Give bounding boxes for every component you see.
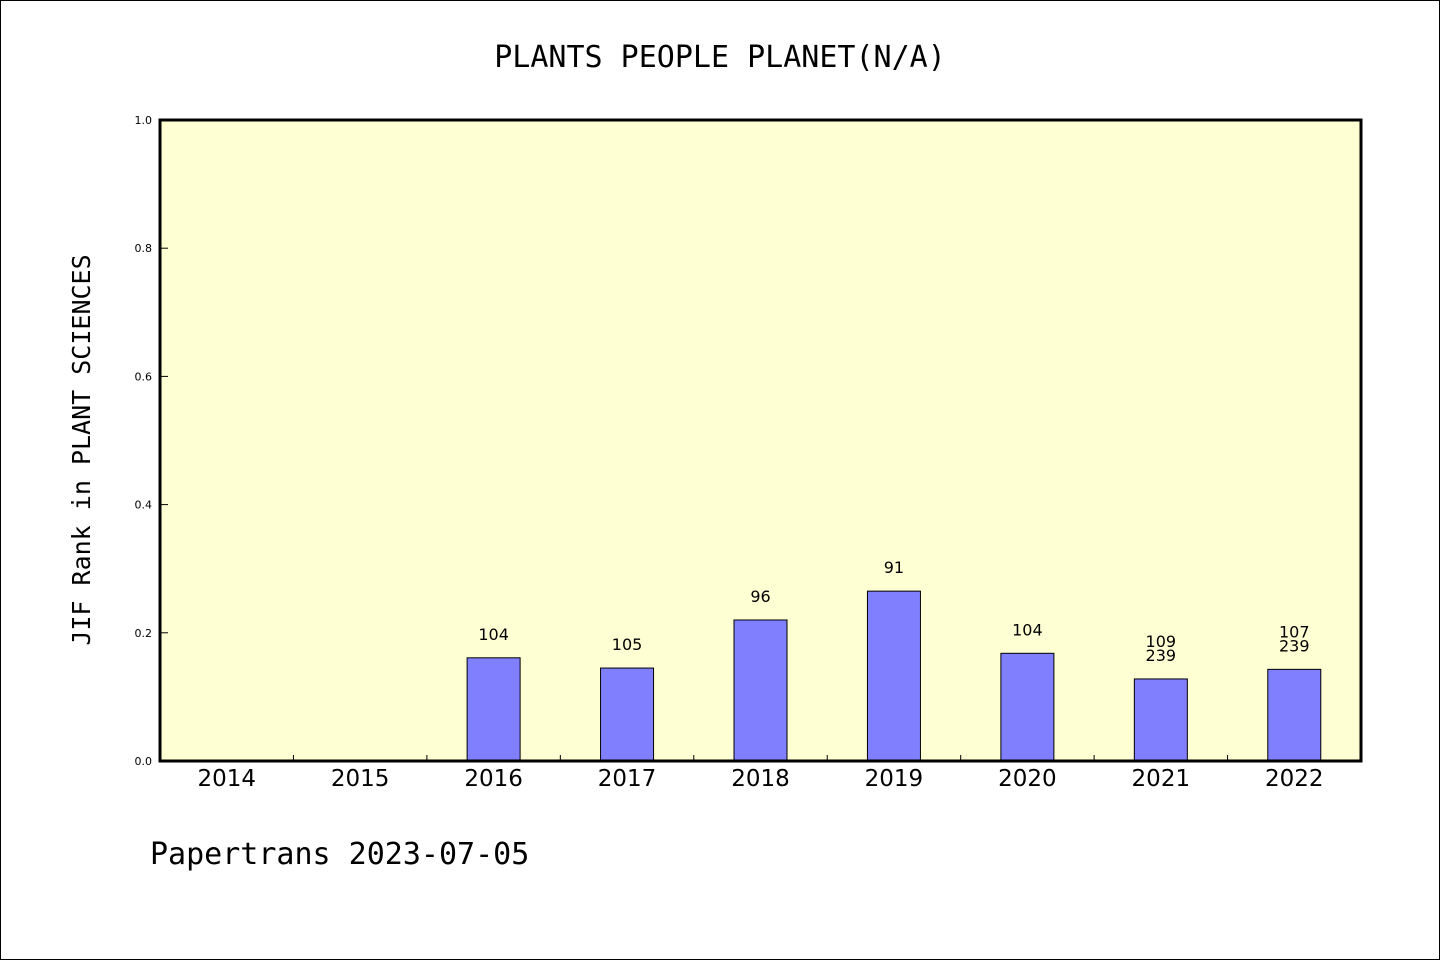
x-tick-label: 2015 [331, 766, 390, 792]
x-tick-label: 2014 [197, 766, 256, 792]
y-tick-label: 0.0 [135, 755, 153, 768]
x-tick-label: 2018 [731, 766, 790, 792]
y-tick-label: 0.8 [135, 242, 153, 255]
plot-border [158, 118, 1363, 763]
data-label: 91 [884, 558, 904, 577]
data-label: 109 [1146, 632, 1177, 651]
x-tick-label: 2021 [1132, 766, 1191, 792]
data-label: 104 [1012, 620, 1043, 639]
data-label: 96 [750, 587, 770, 606]
data-label: 105 [612, 635, 643, 654]
y-tick-label: 0.2 [135, 627, 153, 640]
data-label: 107 [1279, 622, 1310, 641]
x-tick-label: 2017 [598, 766, 657, 792]
y-tick-label: 0.4 [135, 499, 153, 512]
data-label: 239 [1279, 636, 1310, 655]
x-tick-label: 2016 [464, 766, 523, 792]
bar-2016 [466, 657, 521, 762]
y-axis-label: JIF Rank in PLANT SCIENCES [67, 254, 96, 645]
bar-2019 [866, 590, 921, 762]
x-tick-label: 2020 [998, 766, 1057, 792]
chart-title: PLANTS PEOPLE PLANET(N/A) [494, 40, 946, 75]
bar-2020 [1000, 652, 1055, 762]
bar-2018 [733, 619, 788, 762]
x-tick-label: 2022 [1265, 766, 1324, 792]
data-label: 239 [1146, 646, 1177, 665]
bar-2017 [600, 667, 655, 762]
footer-credit: Papertrans 2023-07-05 [150, 837, 529, 872]
bar-2021 [1133, 678, 1188, 762]
bar-2022 [1267, 668, 1322, 762]
x-tick-label: 2019 [865, 766, 924, 792]
y-tick-label: 0.6 [135, 370, 153, 383]
y-tick-label: 1.0 [135, 114, 153, 127]
data-label: 104 [478, 625, 509, 644]
